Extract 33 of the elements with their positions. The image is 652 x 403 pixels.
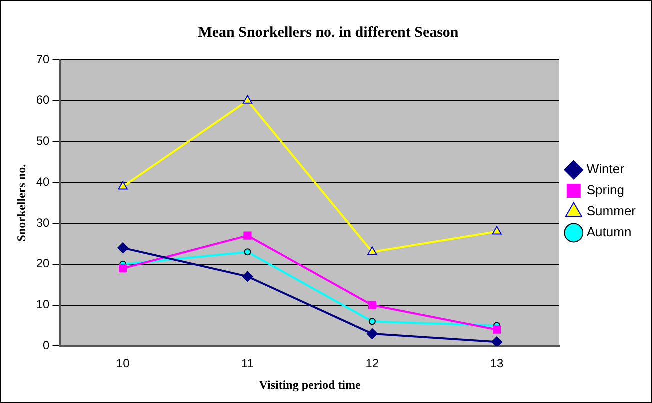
y-axis-title: Snorkellers no. <box>14 164 28 242</box>
point <box>492 336 503 346</box>
legend-label: Winter <box>586 162 626 177</box>
point <box>244 248 252 256</box>
x-tick-label: 11 <box>242 356 254 371</box>
legend-label: Autumn <box>586 224 632 240</box>
point <box>118 181 128 190</box>
x-axis-title: Visiting period time <box>259 378 362 392</box>
chart-title: Mean Snorkellers no. in different Season <box>198 24 460 41</box>
point <box>368 301 376 310</box>
y-tick-label: 70 <box>36 52 50 66</box>
point <box>368 246 378 256</box>
point <box>368 318 376 326</box>
y-tick-label: 0 <box>43 338 50 353</box>
y-tick-label: 30 <box>36 216 50 230</box>
y-tick-label: 40 <box>36 174 50 189</box>
legend-label: Spring <box>586 182 624 198</box>
y-tick-label: 60 <box>36 93 50 108</box>
legend-label: Summer <box>586 204 637 219</box>
y-tick-label: 20 <box>36 256 50 271</box>
x-tick-label: 13 <box>490 356 504 371</box>
point <box>493 326 502 334</box>
point <box>244 232 252 240</box>
y-tick-label: 10 <box>36 298 50 312</box>
point <box>242 271 254 282</box>
y-tick-label: 50 <box>36 134 50 148</box>
x-tick-label: 10 <box>116 356 130 371</box>
point <box>366 328 378 340</box>
point <box>492 226 502 235</box>
point <box>119 264 128 273</box>
point <box>118 242 129 254</box>
x-tick-label: 12 <box>366 356 380 371</box>
point <box>242 95 253 104</box>
